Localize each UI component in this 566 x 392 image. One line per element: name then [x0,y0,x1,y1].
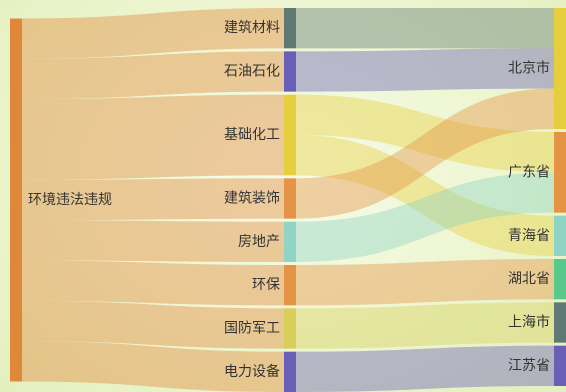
link-基础化工-青海省 [296,135,554,256]
node-label-环境违法违规: 环境违法违规 [28,192,112,208]
node-label-电力设备: 电力设备 [224,363,280,380]
link-环境违法违规-国防军工 [22,300,284,349]
link-电力设备-江苏省 [296,345,554,392]
link-国防军工-上海市 [296,302,554,349]
node-北京市 [554,8,566,129]
node-label-北京市: 北京市 [508,60,550,77]
link-环保-湖北省 [296,259,554,306]
node-广东省 [554,132,566,213]
node-label-湖北省: 湖北省 [508,271,550,287]
node-label-建筑材料: 建筑材料 [224,20,280,36]
node-石油石化 [284,51,296,92]
nodes-layer [10,8,566,392]
node-基础化工 [284,94,296,176]
links-layer [22,8,554,392]
link-石油石化-北京市 [296,48,554,92]
link-基础化工-广东省 [296,94,554,173]
link-环境违法违规-建筑装饰 [22,178,284,221]
node-上海市 [554,302,566,343]
node-湖北省 [554,259,566,300]
link-环境违法违规-房地产 [22,220,284,262]
node-label-石油石化: 石油石化 [224,64,280,80]
node-电力设备 [284,351,296,392]
link-环境违法违规-基础化工 [22,94,284,180]
node-label-国防军工: 国防军工 [224,321,280,337]
node-建筑装饰 [284,178,296,219]
node-环境违法违规 [10,18,22,382]
link-环境违法违规-石油石化 [22,51,284,100]
node-环保 [284,265,296,306]
link-建筑材料-北京市 [296,8,554,49]
node-label-环保: 环保 [252,277,280,293]
node-label-房地产: 房地产 [238,234,280,250]
node-label-建筑装饰: 建筑装饰 [224,191,280,207]
node-label-基础化工: 基础化工 [224,126,280,143]
node-建筑材料 [284,8,296,49]
node-label-上海市: 上海市 [508,314,550,331]
node-label-广东省: 广东省 [508,164,550,180]
node-江苏省 [554,345,566,386]
link-环境违法违规-电力设备 [22,341,284,392]
node-label-青海省: 青海省 [508,228,550,244]
node-国防军工 [284,308,296,349]
link-环境违法违规-环保 [22,260,284,306]
link-建筑装饰-北京市 [296,88,554,219]
link-环境违法违规-建筑材料 [22,8,284,59]
node-房地产 [284,221,296,262]
node-青海省 [554,215,566,256]
link-房地产-广东省 [296,172,554,262]
node-label-江苏省: 江苏省 [508,358,550,374]
